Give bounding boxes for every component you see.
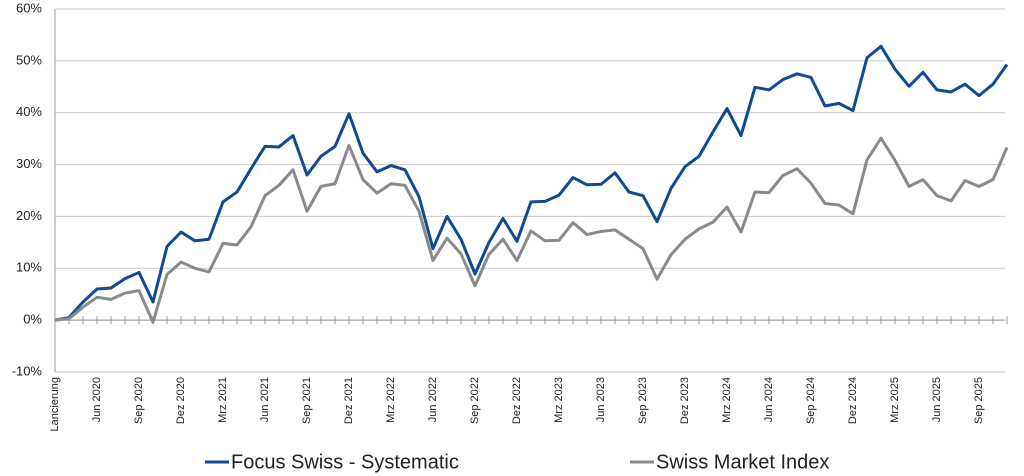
- x-tick-label: Sep 2024: [805, 377, 817, 424]
- y-tick-label: 60%: [16, 0, 42, 15]
- x-tick-label: Jun 2021: [259, 377, 271, 422]
- y-tick-label: 50%: [16, 52, 42, 67]
- x-tick-label: Sep 2023: [637, 377, 649, 424]
- y-tick-label: 40%: [16, 104, 42, 119]
- x-tick-label: Jun 2022: [427, 377, 439, 422]
- series-line: [54, 136, 1009, 324]
- x-tick-label: Sep 2022: [469, 377, 481, 424]
- x-tick-label: Jun 2023: [595, 377, 607, 422]
- y-tick-label: 20%: [16, 208, 42, 223]
- x-tick-label: Mrz 2022: [385, 377, 397, 423]
- x-tick-label: Dez 2023: [679, 377, 691, 424]
- y-tick-label: 0%: [23, 312, 42, 327]
- y-tick-label: 30%: [16, 156, 42, 171]
- x-tick-label: Dez 2020: [175, 377, 187, 424]
- x-tick-label: Jun 2024: [763, 377, 775, 422]
- x-tick-label: Dez 2022: [511, 377, 523, 424]
- y-tick-label: -10%: [12, 363, 43, 378]
- x-tick-label: Sep 2021: [301, 377, 313, 424]
- x-tick-label: Mrz 2025: [889, 377, 901, 423]
- legend-label: Swiss Market Index: [656, 451, 829, 473]
- series-line: [54, 44, 1009, 322]
- x-tick-label: Dez 2024: [847, 377, 859, 424]
- x-tick-label: Lancierung: [49, 377, 61, 431]
- x-tick-label: Sep 2025: [973, 377, 985, 424]
- x-tick-label: Jun 2020: [91, 377, 103, 422]
- x-tick-label: Sep 2020: [133, 377, 145, 424]
- x-tick-label: Jun 2025: [931, 377, 943, 422]
- x-tick-label: Mrz 2023: [553, 377, 565, 423]
- x-tick-label: Dez 2021: [343, 377, 355, 424]
- x-tick-label: Mrz 2021: [217, 377, 229, 423]
- x-tick-label: Mrz 2024: [721, 377, 733, 423]
- legend-label: Focus Swiss - Systematic: [231, 451, 459, 473]
- y-tick-label: 10%: [16, 260, 42, 275]
